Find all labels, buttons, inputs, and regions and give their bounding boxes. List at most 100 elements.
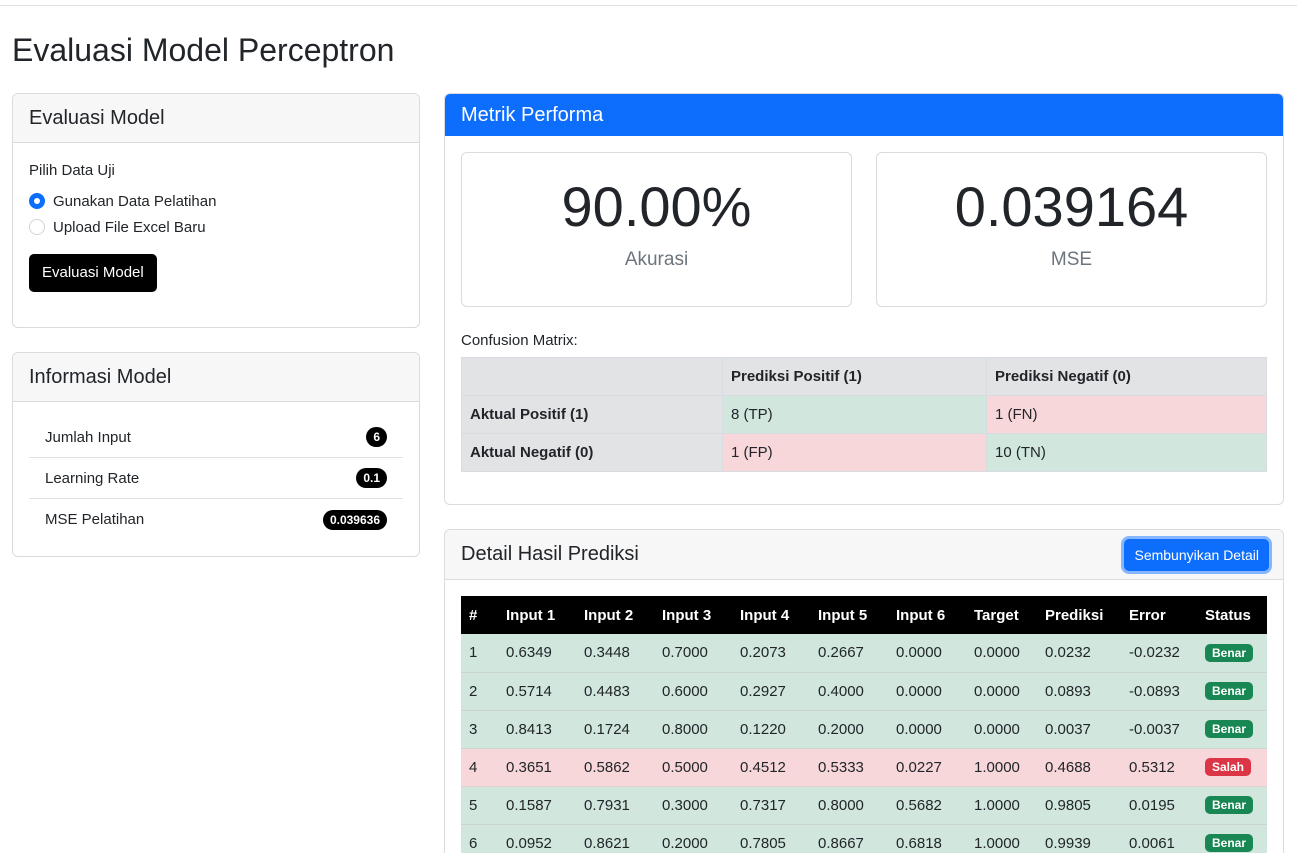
cm-cell-tp: 8 (TP) xyxy=(722,395,987,434)
table-cell: 0.0952 xyxy=(498,824,576,853)
table-cell: 0.7317 xyxy=(732,786,810,825)
performance-metrics-header: Metrik Performa xyxy=(445,94,1283,136)
table-cell: -0.0037 xyxy=(1121,710,1197,749)
table-cell: 0.6349 xyxy=(498,634,576,673)
status-cell: Benar xyxy=(1197,786,1267,825)
accuracy-label: Akurasi xyxy=(624,249,689,270)
table-row: 2 0.5714 0.4483 0.6000 0.2927 0.4000 0.0000 0.0… xyxy=(461,672,1267,711)
table-cell: 0.0000 xyxy=(888,672,966,711)
status-badge: Benar xyxy=(1205,643,1254,662)
info-item-input-count: Jumlah Input 6 xyxy=(29,417,403,458)
table-cell: 0.0893 xyxy=(1037,672,1121,711)
info-item-label: MSE Pelatihan xyxy=(45,511,145,528)
table-cell: 1.0000 xyxy=(966,824,1037,853)
mse-box: 0.039164 MSE xyxy=(876,152,1267,307)
table-cell: -0.0232 xyxy=(1121,634,1197,673)
info-item-label: Learning Rate xyxy=(45,469,140,487)
table-cell: 1.0000 xyxy=(966,748,1037,787)
column-header: Status xyxy=(1197,596,1267,634)
confusion-matrix-header-row: Prediksi Positif (1) Prediksi Negatif (0… xyxy=(461,357,1267,396)
model-info-card-header: Informasi Model xyxy=(13,353,419,402)
cm-cell-fp: 1 (FP) xyxy=(722,433,987,472)
table-cell: 2 xyxy=(461,672,498,711)
table-cell: 0.3448 xyxy=(576,634,654,673)
table-cell: 1.0000 xyxy=(966,786,1037,825)
column-header: Input 3 xyxy=(654,596,732,634)
table-cell: 0.8000 xyxy=(654,710,732,749)
table-cell: -0.0893 xyxy=(1121,672,1197,711)
hide-detail-button[interactable]: Sembunyikan Detail xyxy=(1124,538,1269,571)
mse-label: MSE xyxy=(1050,249,1093,270)
radio-checked-icon[interactable] xyxy=(29,193,45,209)
evaluate-model-button[interactable]: Evaluasi Model xyxy=(29,254,157,292)
table-cell: 0.3000 xyxy=(654,786,732,825)
mse-value: 0.039164 xyxy=(954,175,1189,238)
column-header: Input 6 xyxy=(888,596,966,634)
table-cell: 0.4688 xyxy=(1037,748,1121,787)
table-row: 1 0.6349 0.3448 0.7000 0.2073 0.2667 0.0000 0.0… xyxy=(461,634,1267,673)
column-header: Input 4 xyxy=(732,596,810,634)
table-cell: 0.1220 xyxy=(732,710,810,749)
table-cell: 0.2000 xyxy=(810,710,888,749)
confusion-matrix-row: Aktual Negatif (0) 1 (FP) 10 (TN) xyxy=(461,433,1267,472)
table-cell: 5 xyxy=(461,786,498,825)
table-cell: 0.0000 xyxy=(966,634,1037,673)
prediction-detail-card: Detail Hasil Prediksi Sembunyikan Detail… xyxy=(444,529,1284,853)
prediction-detail-header: Detail Hasil Prediksi Sembunyikan Detail xyxy=(445,530,1283,580)
cm-row-label: Aktual Positif (1) xyxy=(461,395,723,434)
table-cell: 0.5682 xyxy=(888,786,966,825)
table-cell: 0.0232 xyxy=(1037,634,1121,673)
table-cell: 0.7805 xyxy=(732,824,810,853)
cm-row-label: Aktual Negatif (0) xyxy=(461,433,723,472)
cm-cell-fn: 1 (FN) xyxy=(986,395,1267,434)
table-cell: 0.2927 xyxy=(732,672,810,711)
prediction-detail-title: Detail Hasil Prediksi xyxy=(461,543,639,565)
status-badge: Benar xyxy=(1205,834,1254,852)
radio-unchecked-icon[interactable] xyxy=(29,219,45,235)
table-cell: 0.0000 xyxy=(966,672,1037,711)
radio-label-upload-excel: Upload File Excel Baru xyxy=(53,218,206,236)
model-info-card: Informasi Model Jumlah Input 6 Learning … xyxy=(12,352,420,557)
table-cell: 0.6818 xyxy=(888,824,966,853)
column-header: Input 2 xyxy=(576,596,654,634)
column-header: Prediksi xyxy=(1037,596,1121,634)
confusion-matrix-table: Prediksi Positif (1) Prediksi Negatif (0… xyxy=(461,357,1267,472)
table-cell: 0.2000 xyxy=(654,824,732,853)
radio-training-data[interactable]: Gunakan Data Pelatihan xyxy=(29,188,403,214)
table-cell: 0.4512 xyxy=(732,748,810,787)
table-cell: 0.0000 xyxy=(888,634,966,673)
table-cell: 0.4483 xyxy=(576,672,654,711)
info-item-training-mse: MSE Pelatihan 0.039636 xyxy=(29,499,403,540)
status-badge: Benar xyxy=(1205,796,1254,814)
table-cell: 0.1587 xyxy=(498,786,576,825)
column-header: Input 5 xyxy=(810,596,888,634)
table-cell: 0.4000 xyxy=(810,672,888,711)
test-data-label: Pilih Data Uji xyxy=(29,162,115,179)
radio-label-training-data: Gunakan Data Pelatihan xyxy=(53,192,217,210)
prediction-table-body: 1 0.6349 0.3448 0.7000 0.2073 0.2667 0.0000 0.0… xyxy=(461,634,1267,853)
table-cell: 6 xyxy=(461,824,498,853)
table-row: 6 0.0952 0.8621 0.2000 0.7805 0.8667 0.6818 1.0… xyxy=(461,824,1267,853)
table-cell: 0.0227 xyxy=(888,748,966,787)
table-cell: 0.0000 xyxy=(966,710,1037,749)
table-cell: 0.5862 xyxy=(576,748,654,787)
cm-header-cell: Prediksi Positif (1) xyxy=(722,357,987,396)
info-item-badge: 0.1 xyxy=(356,468,387,488)
table-cell: 0.5333 xyxy=(810,748,888,787)
info-item-badge: 6 xyxy=(366,427,387,447)
info-item-badge: 0.039636 xyxy=(322,509,387,530)
evaluation-card: Evaluasi Model Pilih Data Uji Gunakan Da… xyxy=(12,93,420,328)
info-item-learning-rate: Learning Rate 0.1 xyxy=(29,458,403,499)
info-item-label: Jumlah Input xyxy=(45,428,131,446)
table-cell: 0.6000 xyxy=(654,672,732,711)
status-cell: Benar xyxy=(1197,634,1267,673)
table-cell: 0.1724 xyxy=(576,710,654,749)
table-cell: 0.0061 xyxy=(1121,824,1197,853)
table-cell: 0.0195 xyxy=(1121,786,1197,825)
table-cell: 0.2073 xyxy=(732,634,810,673)
table-cell: 0.8413 xyxy=(498,710,576,749)
radio-upload-excel[interactable]: Upload File Excel Baru xyxy=(29,214,403,240)
page-title: Evaluasi Model Perceptron xyxy=(12,32,395,68)
table-cell: 0.5000 xyxy=(654,748,732,787)
table-cell: 0.8000 xyxy=(810,786,888,825)
